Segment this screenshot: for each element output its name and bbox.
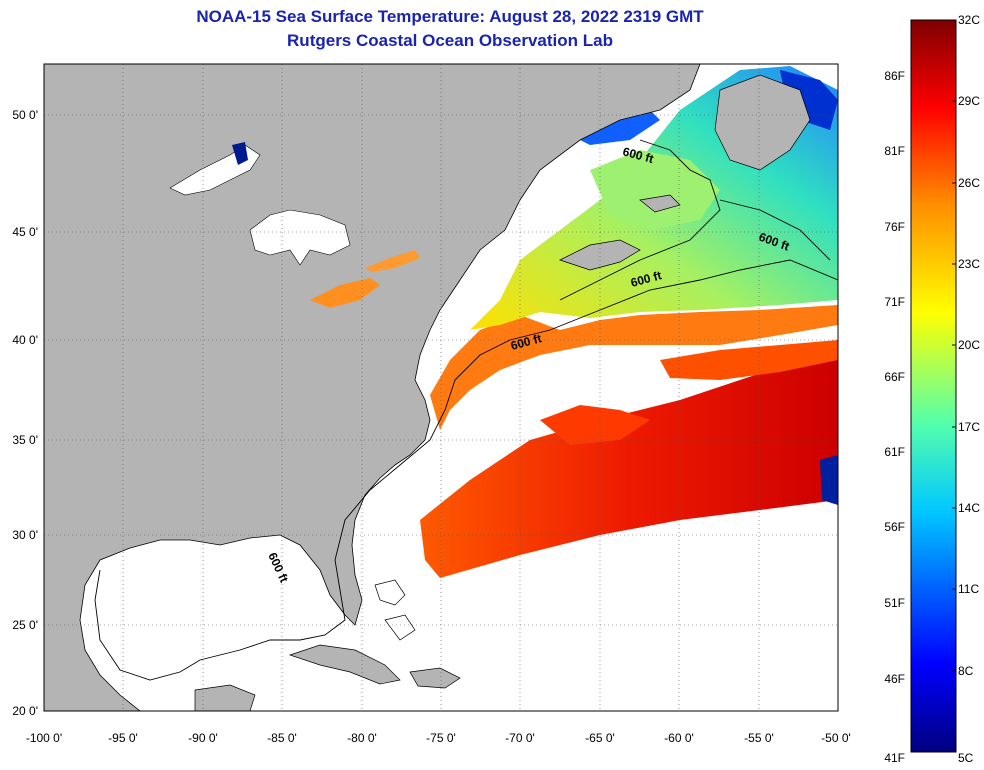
latitude-axis: 20 0' 25 0' 30 0' 35 0' 40 0' 45 0' 50 0…: [12, 108, 38, 718]
lat-tick-label: 20 0': [12, 704, 38, 718]
lake-cold-spot: [232, 142, 248, 165]
colorbar-celsius-label: 8C: [958, 664, 974, 678]
colorbar-celsius-label: 32C: [958, 13, 980, 27]
lon-tick-label: -70 0': [505, 731, 535, 745]
graticule: [44, 64, 838, 711]
colorbar-celsius-label: 17C: [958, 420, 980, 434]
longitude-axis: -100 0' -95 0' -90 0' -85 0' -80 0' -75 …: [26, 731, 851, 745]
land-nova-scotia: [559, 239, 641, 271]
sst-gulf-stlawrence: [590, 150, 720, 230]
colorbar-celsius-label: 23C: [958, 257, 980, 271]
colorbar-fahrenheit-label: 56F: [884, 520, 905, 534]
colorbar-celsius-label: 29C: [958, 94, 980, 108]
land-pei: [639, 194, 681, 213]
lat-tick-label: 40 0': [12, 333, 38, 347]
colorbar-fahrenheit-label: 46F: [884, 672, 905, 686]
colorbar-fahrenheit-label: 76F: [884, 220, 905, 234]
sst-midshelf-region: [430, 305, 838, 430]
colorbar-fahrenheit-label: 81F: [884, 144, 905, 158]
colorbar-celsius-label: 26C: [958, 176, 980, 190]
colorbar-fahrenheit-label: 71F: [884, 295, 905, 309]
land-cuba: [288, 644, 401, 685]
lake-colored-1: [310, 278, 380, 308]
land-north-america: [44, 64, 701, 711]
lon-tick-label: -80 0': [347, 731, 377, 745]
map-frame: [43, 63, 839, 712]
bathymetry-contour-600ft: [94, 259, 838, 681]
land-yucatan: [194, 684, 256, 711]
lon-tick-label: -65 0': [585, 731, 615, 745]
colorbar-fahrenheit-label: 66F: [884, 370, 905, 384]
lat-tick-label: 50 0': [12, 108, 38, 122]
colorbar-celsius-label: 11C: [958, 582, 979, 596]
sst-patch: [540, 405, 650, 445]
great-lake-michigan-huron: [249, 209, 351, 266]
colorbar-ticks: [952, 19, 956, 753]
colorbar-celsius-label: 14C: [958, 501, 980, 515]
colorbar-celsius-label: 20C: [958, 338, 980, 352]
colorbar-fahrenheit-label: 61F: [884, 445, 905, 459]
colorbar: 32C 29C 26C 23C 20C 17C 14C 11C 8C 5C 86…: [884, 13, 980, 765]
lat-tick-label: 35 0': [12, 433, 38, 447]
sst-warm-region: [420, 350, 838, 578]
colorbar-fahrenheit-label: 41F: [884, 751, 905, 765]
sst-cold-patch: [780, 70, 838, 130]
lon-tick-label: -95 0': [108, 731, 138, 745]
map-subtitle: Rutgers Coastal Ocean Observation Lab: [287, 31, 613, 50]
map-area: 600 ft 600 ft 600 ft 600 ft 600 ft: [44, 64, 838, 711]
lat-tick-label: 25 0': [12, 618, 38, 632]
lat-tick-label: 30 0': [12, 528, 38, 542]
sst-patch: [660, 340, 838, 380]
lon-tick-label: -75 0': [426, 731, 456, 745]
land-bahamas: [374, 579, 416, 641]
lon-tick-label: -50 0': [821, 731, 851, 745]
lon-tick-label: -55 0': [744, 731, 774, 745]
map-title: NOAA-15 Sea Surface Temperature: August …: [196, 7, 704, 26]
colorbar-gradient: [910, 19, 957, 753]
land-hispaniola: [409, 667, 461, 689]
lake-colored-2: [365, 250, 420, 272]
bathymetry-contour-600ft: [559, 139, 721, 301]
colorbar-fahrenheit-label: 86F: [884, 69, 905, 83]
colorbar-celsius-label: 5C: [958, 751, 974, 765]
colorbar-fahrenheit-label: 51F: [884, 596, 905, 610]
lat-tick-label: 45 0': [12, 225, 38, 239]
land-newfoundland: [714, 74, 811, 171]
lon-tick-label: -60 0': [664, 731, 694, 745]
lon-tick-label: -100 0': [26, 731, 62, 745]
bathymetry-contour-600ft: [719, 199, 831, 261]
lon-tick-label: -90 0': [188, 731, 218, 745]
lon-tick-label: -85 0': [267, 731, 297, 745]
sst-cold-patch: [820, 455, 838, 505]
